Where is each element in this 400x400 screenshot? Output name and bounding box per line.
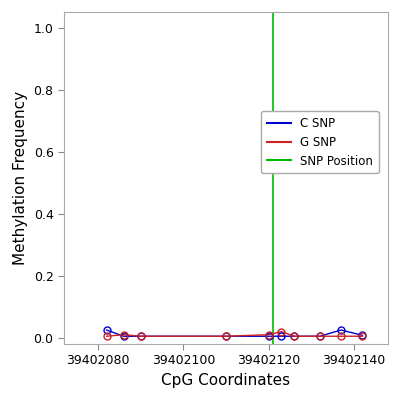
Legend: C SNP, G SNP, SNP Position: C SNP, G SNP, SNP Position (261, 111, 379, 174)
X-axis label: CpG Coordinates: CpG Coordinates (162, 373, 290, 388)
Y-axis label: Methylation Frequency: Methylation Frequency (13, 91, 28, 265)
